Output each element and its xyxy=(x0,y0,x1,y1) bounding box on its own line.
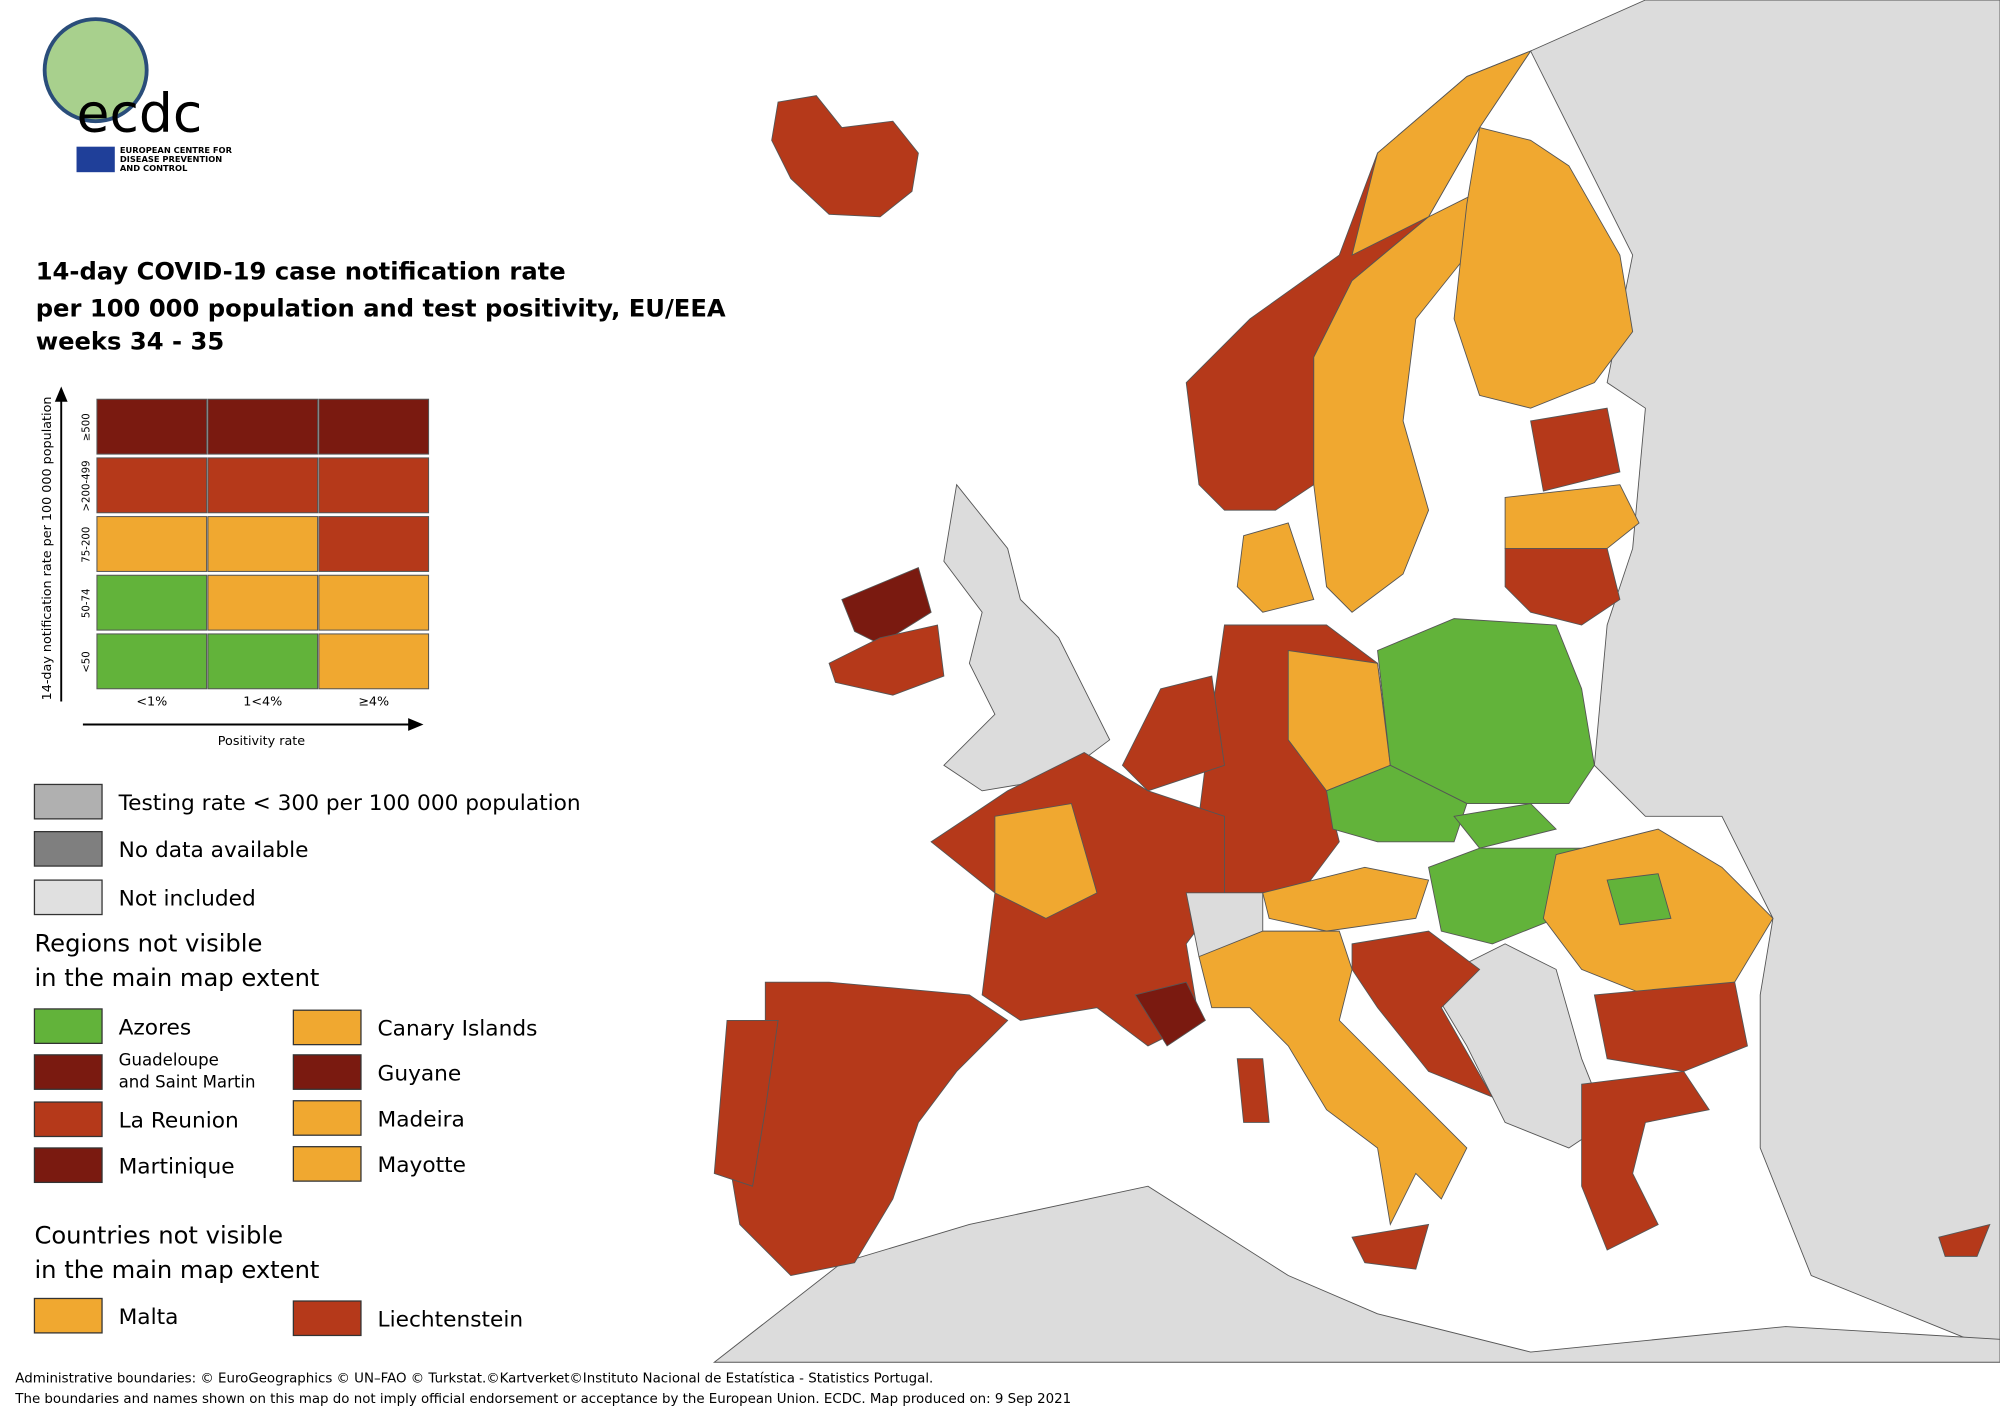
section-title: Countries not visible xyxy=(34,1222,283,1250)
row-label: >200-499 xyxy=(81,460,92,511)
x-axis-label: Positivity rate xyxy=(218,734,306,749)
country-item: Malta xyxy=(119,1305,179,1330)
labels: Testing rate < 300 per 100 000 populatio… xyxy=(33,783,581,1337)
country-item: Liechtenstein xyxy=(378,1308,524,1333)
column-label: ≥4% xyxy=(358,694,389,709)
region-item: Canary Islands xyxy=(378,1017,538,1042)
section-title: in the main map extent xyxy=(34,1256,319,1284)
logo: ecdc EUROPEAN CENTRE FOR DISEASE PREVENT… xyxy=(42,17,233,173)
footer: The boundaries and names shown on this m… xyxy=(14,1392,1071,1407)
map xyxy=(712,0,2000,1363)
row-label: <50 xyxy=(81,651,92,672)
title: per 100 000 population and test positivi… xyxy=(36,294,726,322)
logo-org: AND CONTROL xyxy=(120,163,188,173)
matrix: 14-day notification rate per 100 000 pop… xyxy=(40,386,430,749)
y-axis-label: 14-day notification rate per 100 000 pop… xyxy=(40,397,55,701)
row-label: ≥500 xyxy=(81,413,92,441)
section-title: Regions not visible xyxy=(34,930,262,958)
region-item: Mayotte xyxy=(378,1153,466,1178)
column-label: 1<4% xyxy=(243,694,282,709)
footer: Administrative boundaries: © EuroGeograp… xyxy=(15,1371,933,1387)
legend-item: No data available xyxy=(119,838,309,863)
logo-org: DISEASE PREVENTION xyxy=(120,154,222,164)
row-label: 50-74 xyxy=(81,589,92,619)
region-item: Madeira xyxy=(378,1107,465,1132)
region-item: Martinique xyxy=(119,1154,235,1179)
legend-item: Testing rate < 300 per 100 000 populatio… xyxy=(118,791,581,816)
legend-item: Not included xyxy=(119,887,256,912)
region-item: Guyane xyxy=(378,1061,462,1086)
region-item: Azores xyxy=(119,1015,192,1040)
section-title: in the main map extent xyxy=(34,964,319,992)
column-label: <1% xyxy=(136,694,167,709)
region-item: La Reunion xyxy=(119,1109,239,1134)
logo-name: ecdc xyxy=(77,81,203,144)
title: 14-day COVID-19 case notification rate xyxy=(36,257,566,285)
row-label: 75-200 xyxy=(81,527,92,563)
region-item: Guadeloupe xyxy=(119,1051,219,1070)
logo-org: EUROPEAN CENTRE FOR xyxy=(120,145,233,155)
title: weeks 34 - 35 xyxy=(36,327,225,355)
region-item: and Saint Martin xyxy=(119,1072,256,1091)
